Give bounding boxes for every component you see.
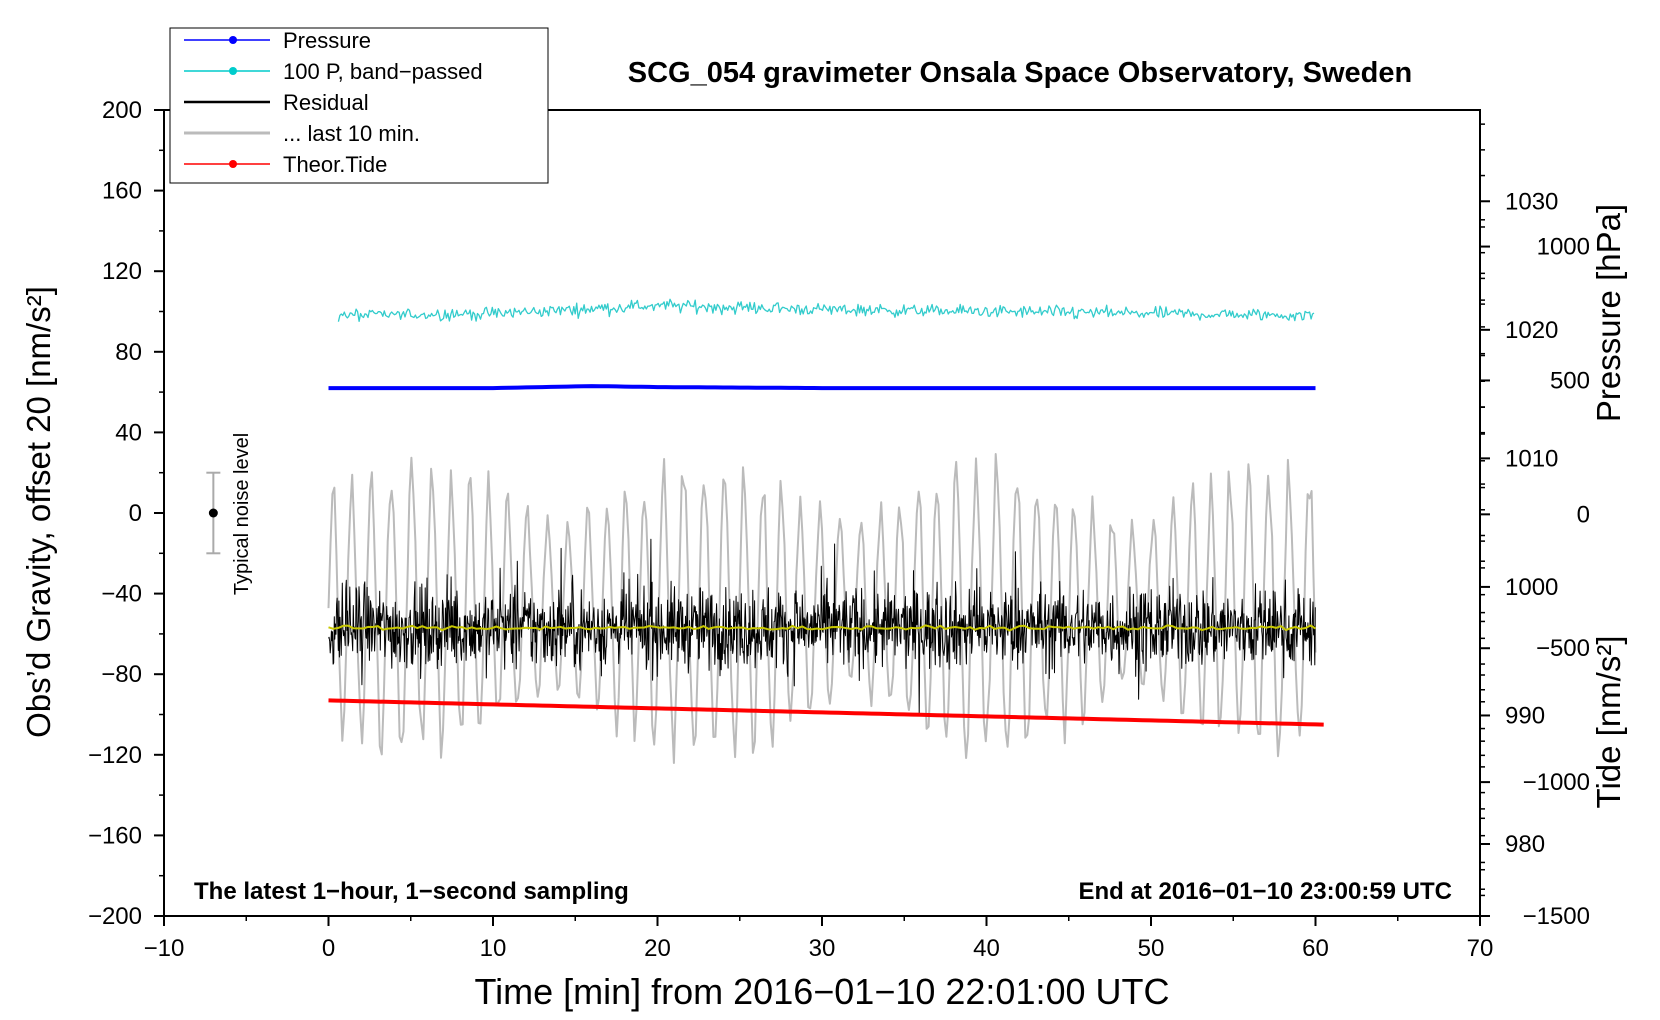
x-axis-label: Time [min] from 2016−01−10 22:01:00 UTC — [474, 971, 1169, 1012]
tide-tick-label: −1500 — [1523, 903, 1590, 930]
x-tick-label: 60 — [1302, 935, 1329, 962]
tide-tick-label: −500 — [1536, 635, 1590, 662]
y-axis-label-pressure: Pressure [hPa] — [1590, 204, 1627, 422]
x-tick-label: 10 — [480, 935, 507, 962]
y-tick-label: 80 — [115, 339, 142, 366]
y-axis-pressure: 980 990 1000 1010 1020 1030 — [1480, 123, 1558, 897]
pressure-tick-label: 1010 — [1505, 445, 1558, 472]
y-tick-label: −200 — [88, 903, 142, 930]
series-band-passed-pressure — [337, 298, 1315, 323]
pressure-tick-label: 990 — [1505, 702, 1545, 729]
y-tick-label: 160 — [102, 178, 142, 205]
x-tick-label: 70 — [1467, 935, 1494, 962]
legend-marker — [229, 67, 237, 75]
pressure-tick-label: 1000 — [1505, 574, 1558, 601]
x-axis: −10 0 10 20 30 40 50 60 70 — [144, 916, 1494, 962]
tide-tick-label: 0 — [1577, 501, 1590, 528]
tide-tick-label: 500 — [1550, 367, 1590, 394]
x-tick-label: −10 — [144, 935, 185, 962]
series-theor-tide — [328, 698, 1324, 727]
note-left: The latest 1−hour, 1−second sampling — [194, 878, 629, 905]
series-pressure — [328, 384, 1316, 391]
y-axis-tide: −1500 −1000 −500 0 500 1000 — [1480, 219, 1590, 930]
y-axis-label-tide: Tide [nm/s²] — [1590, 636, 1627, 809]
plot-frame — [163, 109, 1481, 917]
legend-label: 100 P, band−passed — [283, 59, 483, 84]
pressure-tick-label: 1030 — [1505, 188, 1558, 215]
tide-tick-label: 1000 — [1537, 234, 1590, 261]
legend-marker — [229, 36, 237, 44]
legend-label: Residual — [283, 90, 369, 115]
y-tick-label: 200 — [102, 97, 142, 124]
legend-label: Theor.Tide — [283, 152, 387, 177]
y-tick-label: −80 — [101, 661, 142, 688]
note-right: End at 2016−01−10 23:00:59 UTC — [1078, 878, 1452, 905]
y-axis-left: −200 −160 −120 −80 −40 0 40 80 120 160 200 — [88, 97, 164, 930]
y-tick-label: −160 — [88, 822, 142, 849]
y-tick-label: 0 — [129, 500, 142, 527]
series-last-10-min — [327, 453, 1317, 764]
noise-point — [208, 508, 218, 518]
y-axis-label-left: Obs’d Gravity, offset 20 [nm/s²] — [20, 286, 57, 738]
x-tick-label: 0 — [322, 935, 335, 962]
legend: Pressure 100 P, band−passed Residual ... la… — [169, 27, 549, 184]
y-tick-label: −40 — [101, 581, 142, 608]
pressure-tick-label: 1020 — [1505, 317, 1558, 344]
x-tick-label: 30 — [809, 935, 836, 962]
legend-box — [169, 27, 549, 184]
y-tick-label: 120 — [102, 258, 142, 285]
legend-marker — [229, 160, 237, 168]
legend-label: ... last 10 min. — [283, 121, 420, 146]
series-residual-smoothed — [328, 624, 1317, 632]
y-tick-label: −120 — [88, 742, 142, 769]
x-tick-label: 20 — [644, 935, 671, 962]
tide-tick-label: −1000 — [1523, 769, 1590, 796]
x-tick-label: 40 — [973, 935, 1000, 962]
series-residual — [328, 538, 1316, 714]
legend-label: Pressure — [283, 28, 371, 53]
pressure-tick-label: 980 — [1505, 831, 1545, 858]
x-tick-label: 50 — [1138, 935, 1165, 962]
noise-label: Typical noise level — [231, 433, 253, 595]
y-tick-label: 40 — [115, 419, 142, 446]
series-layer — [327, 298, 1324, 764]
noise-marker — [206, 471, 221, 555]
chart-title: SCG_054 gravimeter Onsala Space Observat… — [628, 57, 1412, 89]
